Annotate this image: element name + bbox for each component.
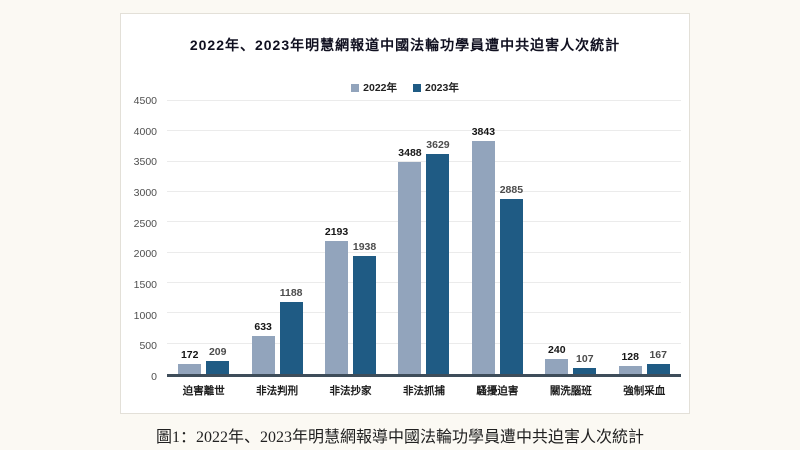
- category-label: 迫害離世: [182, 385, 225, 397]
- category-label: 非法抄家: [329, 385, 372, 397]
- y-tick-label: 1000: [133, 309, 157, 322]
- chart-title: 2022年、2023年明慧網報道中國法輪功學員遭中共迫害人次統計: [189, 37, 621, 53]
- gridline: [167, 342, 681, 344]
- bar-value-label: 2885: [499, 183, 524, 196]
- bar-groups: 172 209 迫害離世 633 1188 非法判刑 2193 1938 非法抄家 3488 362…: [167, 101, 681, 397]
- legend: 2022年 2023年: [121, 80, 689, 95]
- bar-value-label: 3488: [398, 147, 422, 160]
- bar-value-label: 128: [621, 351, 639, 364]
- legend-swatch: [413, 83, 421, 92]
- bar-value-label: 2193: [324, 225, 349, 238]
- bar-group: 172 209 迫害離世: [167, 101, 240, 397]
- bar-2022年-迫害離世: 172: [178, 349, 202, 374]
- y-tick-label: 2500: [133, 217, 157, 230]
- y-tick-label: 3000: [133, 187, 157, 199]
- legend-item-2023: 2023年: [413, 80, 459, 95]
- bar-value-label: 1188: [279, 286, 303, 299]
- y-tick-label: 3500: [133, 156, 157, 169]
- bar-value-label: 1938: [352, 241, 377, 254]
- bar-value-label: 107: [576, 352, 594, 365]
- gridline: [167, 312, 681, 314]
- category-label: 非法判刑: [256, 385, 299, 397]
- y-tick-label: 0: [151, 371, 157, 383]
- legend-swatch: [351, 83, 360, 92]
- bar-value-label: 167: [649, 348, 667, 361]
- category-label: 關洗腦班: [549, 385, 592, 397]
- gridline: [167, 221, 681, 223]
- y-tick-label: 4500: [133, 95, 157, 107]
- bar-2023年-非法判刑: 1188: [279, 287, 303, 374]
- gridline: [167, 160, 681, 162]
- gridline: [167, 191, 681, 192]
- category-label: 非法抓捕: [402, 385, 445, 397]
- chart-area: 0 500 1000 1500 2000 2500 3000 3500 4000 4500 172…: [121, 95, 681, 397]
- bar-group: 240 107 關洗腦班: [534, 101, 607, 397]
- bar-value-label: 3843: [471, 125, 496, 138]
- bar-2023年-強制采血: 167: [646, 349, 670, 374]
- bar-group: 128 167 強制采血: [608, 101, 681, 397]
- y-axis-labels: 0 500 1000 1500 2000 2500 3000 3500 4000 4500: [121, 95, 167, 383]
- bar-value-label: 3629: [426, 138, 450, 151]
- gridline: [167, 130, 681, 132]
- bar-value-label: 240: [548, 344, 566, 357]
- bar-value-label: 209: [208, 346, 227, 359]
- bar-group: 3488 3629 非法抓捕: [387, 101, 460, 397]
- legend-label: 2022年: [363, 82, 397, 94]
- bar-2023年-關洗腦班: 107: [573, 353, 597, 374]
- chart-panel: 2022年、2023年明慧網報道中國法輪功學員遭中共迫害人次統計 2022年 2…: [120, 13, 690, 414]
- bar-2022年-關洗腦班: 240: [545, 344, 569, 374]
- category-label: 強制采血: [623, 385, 666, 397]
- bar-2023年-迫害離世: 209: [206, 346, 230, 374]
- legend-item-2022: 2022年: [351, 80, 397, 95]
- bar-2023年-非法抄家: 1938: [353, 241, 376, 374]
- bar-value-label: 172: [180, 348, 199, 361]
- bar-2022年-強制采血: 128: [618, 351, 642, 374]
- bar-2022年-非法判刑: 633: [251, 321, 275, 374]
- bar-2023年-騷擾迫害: 2885: [500, 184, 523, 374]
- bar-value-label: 633: [254, 320, 272, 333]
- y-tick-label: 1500: [133, 279, 157, 291]
- gridline: [167, 251, 681, 253]
- y-tick-label: 4000: [133, 125, 157, 138]
- y-tick-label: 500: [139, 340, 157, 353]
- figure-caption: 圖1：2022年、2023年明慧網報導中國法輪功學員遭中共迫害人次統計: [155, 429, 644, 446]
- gridline: [167, 282, 681, 283]
- bar-group: 2193 1938 非法抄家: [314, 101, 387, 397]
- gridline: [167, 100, 681, 101]
- bar-group: 633 1188 非法判刑: [240, 101, 313, 397]
- bar-2022年-非法抄家: 2193: [325, 226, 348, 374]
- category-label: 騷擾迫害: [476, 385, 519, 397]
- bar-group: 3843 2885 騷擾迫害: [461, 101, 534, 397]
- plot-area: 172 209 迫害離世 633 1188 非法判刑 2193 1938 非法抄家 3488 362…: [167, 100, 681, 397]
- bar-2022年-非法抓捕: 3488: [398, 147, 422, 374]
- y-tick-label: 2000: [133, 248, 157, 261]
- legend-label: 2023年: [425, 82, 459, 94]
- bar-2022年-騷擾迫害: 3843: [472, 126, 495, 374]
- bar-2023年-非法抓捕: 3629: [426, 139, 450, 374]
